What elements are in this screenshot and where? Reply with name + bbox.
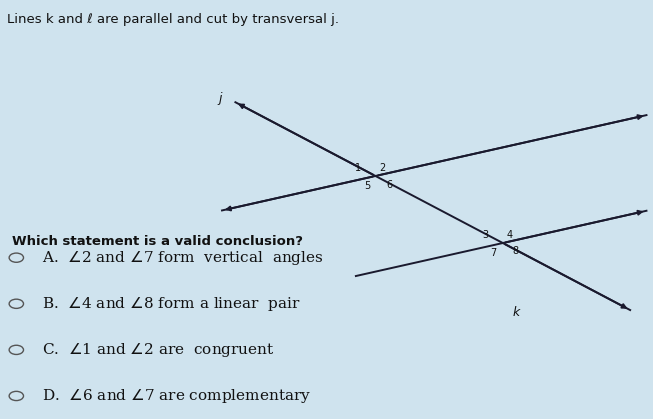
Text: 7: 7 — [490, 248, 497, 258]
Text: 1: 1 — [355, 163, 362, 173]
Text: Which statement is a valid conclusion?: Which statement is a valid conclusion? — [12, 235, 303, 248]
Text: 6: 6 — [387, 180, 393, 190]
Text: j: j — [219, 91, 222, 105]
Text: 2: 2 — [379, 163, 385, 173]
Text: 8: 8 — [513, 246, 519, 256]
Text: B.  $\angle$4 and $\angle$8 form a linear  pair: B. $\angle$4 and $\angle$8 form a linear… — [42, 295, 301, 313]
Text: 3: 3 — [483, 230, 489, 241]
Text: k: k — [512, 306, 520, 319]
Text: 5: 5 — [364, 181, 371, 191]
Text: C.  $\angle$1 and $\angle$2 are  congruent: C. $\angle$1 and $\angle$2 are congruent — [42, 341, 275, 359]
Text: D.  $\angle$6 and $\angle$7 are complementary: D. $\angle$6 and $\angle$7 are complemen… — [42, 387, 311, 405]
Text: 4: 4 — [506, 230, 513, 241]
Text: A.  $\angle$2 and $\angle$7 form  vertical  angles: A. $\angle$2 and $\angle$7 form vertical… — [42, 249, 324, 266]
Text: Lines k and ℓ are parallel and cut by transversal j.: Lines k and ℓ are parallel and cut by tr… — [7, 13, 338, 26]
